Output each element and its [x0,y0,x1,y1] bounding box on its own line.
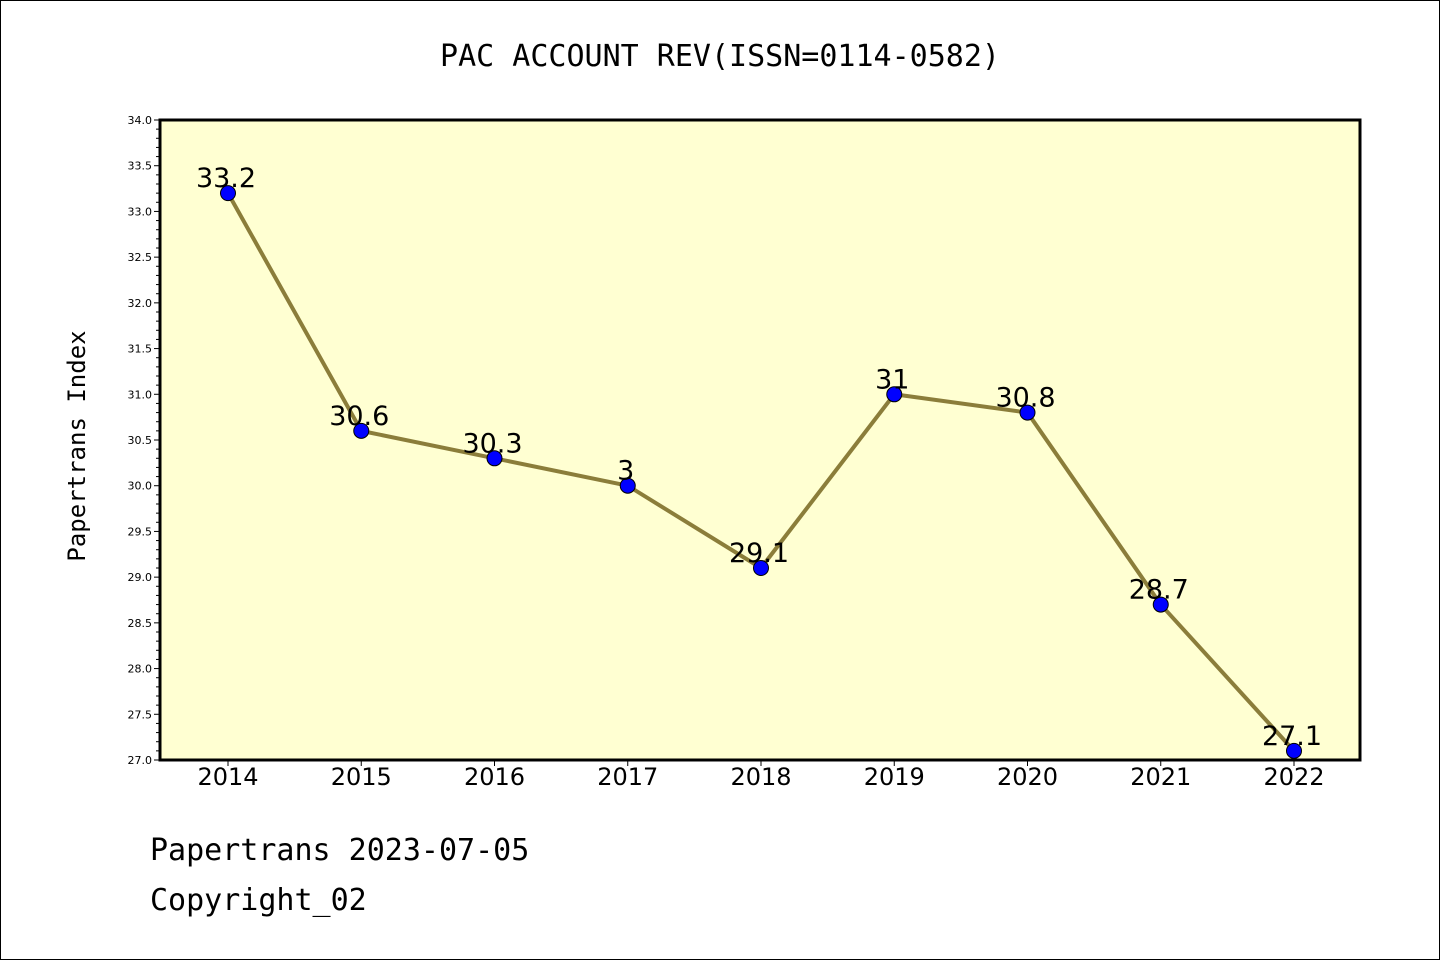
y-tick-label: 29.5 [128,525,153,538]
axis-ticks: 27.0 27.5 28.0 28.5 29.0 29.5 30.0 30.5 31.0 31.5… [128,114,1325,791]
data-label: 33.2 [196,163,256,194]
y-tick-label: 33.5 [128,160,153,173]
x-tick-label: 2021 [1130,763,1191,791]
x-tick-label: 2020 [997,763,1058,791]
x-tick-label: 2018 [730,763,791,791]
y-tick-label: 31.0 [128,388,153,401]
y-tick-label: 27.5 [128,708,153,721]
data-point [220,185,236,202]
data-label: 31 [875,364,909,395]
data-label: 27.1 [1262,721,1322,752]
data-series [220,185,1302,759]
y-axis-label: Papertrans Index [63,330,91,561]
x-tick-label: 2019 [864,763,925,791]
y-tick-label: 28.0 [128,663,153,676]
data-labels: 33.2 30.6 30.3 3 29.1 31 30.8 28.7 27.1 [196,163,1322,752]
y-tick-label: 30.0 [128,480,153,493]
footer-copyright: Copyright_02 [150,883,367,918]
data-label: 30.8 [995,383,1055,414]
data-point [886,386,903,403]
x-tick-label: 2017 [597,763,658,791]
plot-area [160,120,1360,760]
y-tick-label: 28.5 [128,617,153,630]
y-tick-label: 31.5 [128,343,153,356]
data-point [1019,404,1036,421]
x-tick-label: 2016 [464,763,525,791]
data-point [753,560,769,576]
data-point [353,422,370,439]
y-tick-label: 32.0 [128,297,153,310]
data-label: 30.3 [462,428,522,459]
plot-border [158,118,1362,762]
data-label: 30.6 [329,401,389,432]
data-point [1286,742,1302,759]
chart-title: PAC ACCOUNT REV(ISSN=0114-0582) [440,39,1000,74]
x-tick-label: 2022 [1263,763,1324,791]
x-tick-label: 2015 [331,763,392,791]
data-label: 3 [617,456,634,487]
data-point [486,450,503,467]
data-label: 28.7 [1129,575,1189,606]
y-tick-label: 30.5 [128,434,153,447]
data-label: 29.1 [729,538,789,569]
x-tick-label: 2014 [197,763,258,791]
y-tick-label: 29.0 [128,571,153,584]
footer-date: Papertrans 2023-07-05 [150,833,530,868]
y-tick-label: 34.0 [128,114,153,127]
y-tick-label: 33.0 [128,205,153,218]
data-point [619,477,636,494]
y-tick-label: 27.0 [128,754,153,767]
y-tick-label: 32.5 [128,251,153,264]
data-point [1152,596,1169,613]
